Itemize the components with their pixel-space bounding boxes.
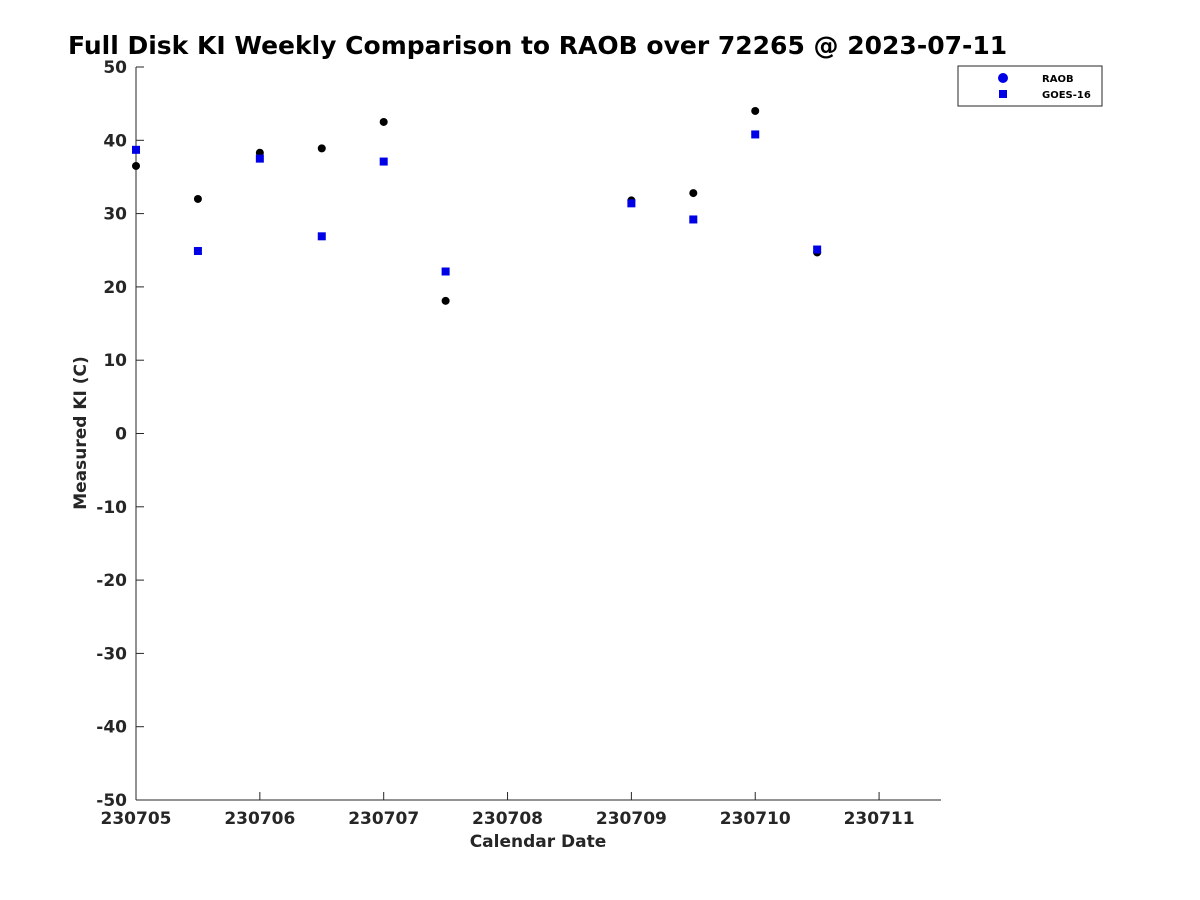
- goes-16-point: [441, 267, 450, 276]
- raob-point: [441, 296, 450, 305]
- goes-16-point: [379, 157, 388, 166]
- raob-point: [132, 161, 140, 170]
- y-tick-label: 40: [103, 131, 127, 151]
- legend-items: RAOB GOES-16: [998, 73, 1091, 101]
- legend-raob-marker: [998, 73, 1008, 83]
- y-tick-label: 50: [103, 58, 127, 78]
- y-tick-label: -10: [96, 498, 127, 518]
- x-tick-label: 230707: [348, 809, 419, 829]
- y-ticks: 50 40 30 20 10 0 -10 -20 -30 -40 -50: [96, 58, 144, 811]
- raob-point: [193, 194, 202, 203]
- y-tick-label: -40: [96, 718, 127, 738]
- y-tick-label: 10: [103, 351, 127, 371]
- y-tick-label: 30: [103, 205, 127, 225]
- y-tick-label: -30: [96, 644, 127, 664]
- goes-16-point: [317, 232, 326, 241]
- raob-point: [751, 106, 760, 115]
- legend: RAOB GOES-16: [957, 65, 1103, 107]
- goes-16-point: [255, 154, 264, 163]
- goes-16-point: [689, 215, 698, 224]
- y-axis-title: Measured KI (C): [71, 356, 91, 510]
- y-tick-label: 0: [115, 425, 127, 445]
- x-tick-label: 230710: [720, 809, 791, 829]
- raob-point: [317, 144, 326, 153]
- legend-label: GOES-16: [1042, 90, 1091, 101]
- data-points: [132, 106, 822, 305]
- x-tick-label: 230709: [596, 809, 667, 829]
- goes-16-point: [813, 245, 822, 254]
- goes-16-point: [193, 246, 202, 255]
- y-tick-label: -50: [96, 791, 127, 811]
- x-tick-label: 230711: [844, 809, 915, 829]
- x-tick-label: 230708: [472, 809, 543, 829]
- raob-point: [689, 189, 698, 198]
- axes: [135, 67, 941, 801]
- goes-16-point: [132, 145, 140, 154]
- legend-label: RAOB: [1042, 74, 1074, 85]
- x-ticks: 230705 230706 230707 230708 230709 230710 2307…: [101, 792, 915, 829]
- y-tick-label: 20: [103, 278, 127, 298]
- x-tick-label: 230706: [224, 809, 295, 829]
- legend-box: [957, 65, 1103, 107]
- goes-16-point: [627, 199, 636, 208]
- goes-16-point: [751, 130, 760, 139]
- x-axis-title: Calendar Date: [470, 832, 607, 852]
- legend-goes-16-marker: [999, 90, 1007, 98]
- x-tick-label: 230705: [101, 809, 172, 829]
- raob-point: [379, 117, 388, 126]
- chart-title: Full Disk KI Weekly Comparison to RAOB o…: [68, 31, 1007, 60]
- y-tick-label: -20: [96, 571, 127, 591]
